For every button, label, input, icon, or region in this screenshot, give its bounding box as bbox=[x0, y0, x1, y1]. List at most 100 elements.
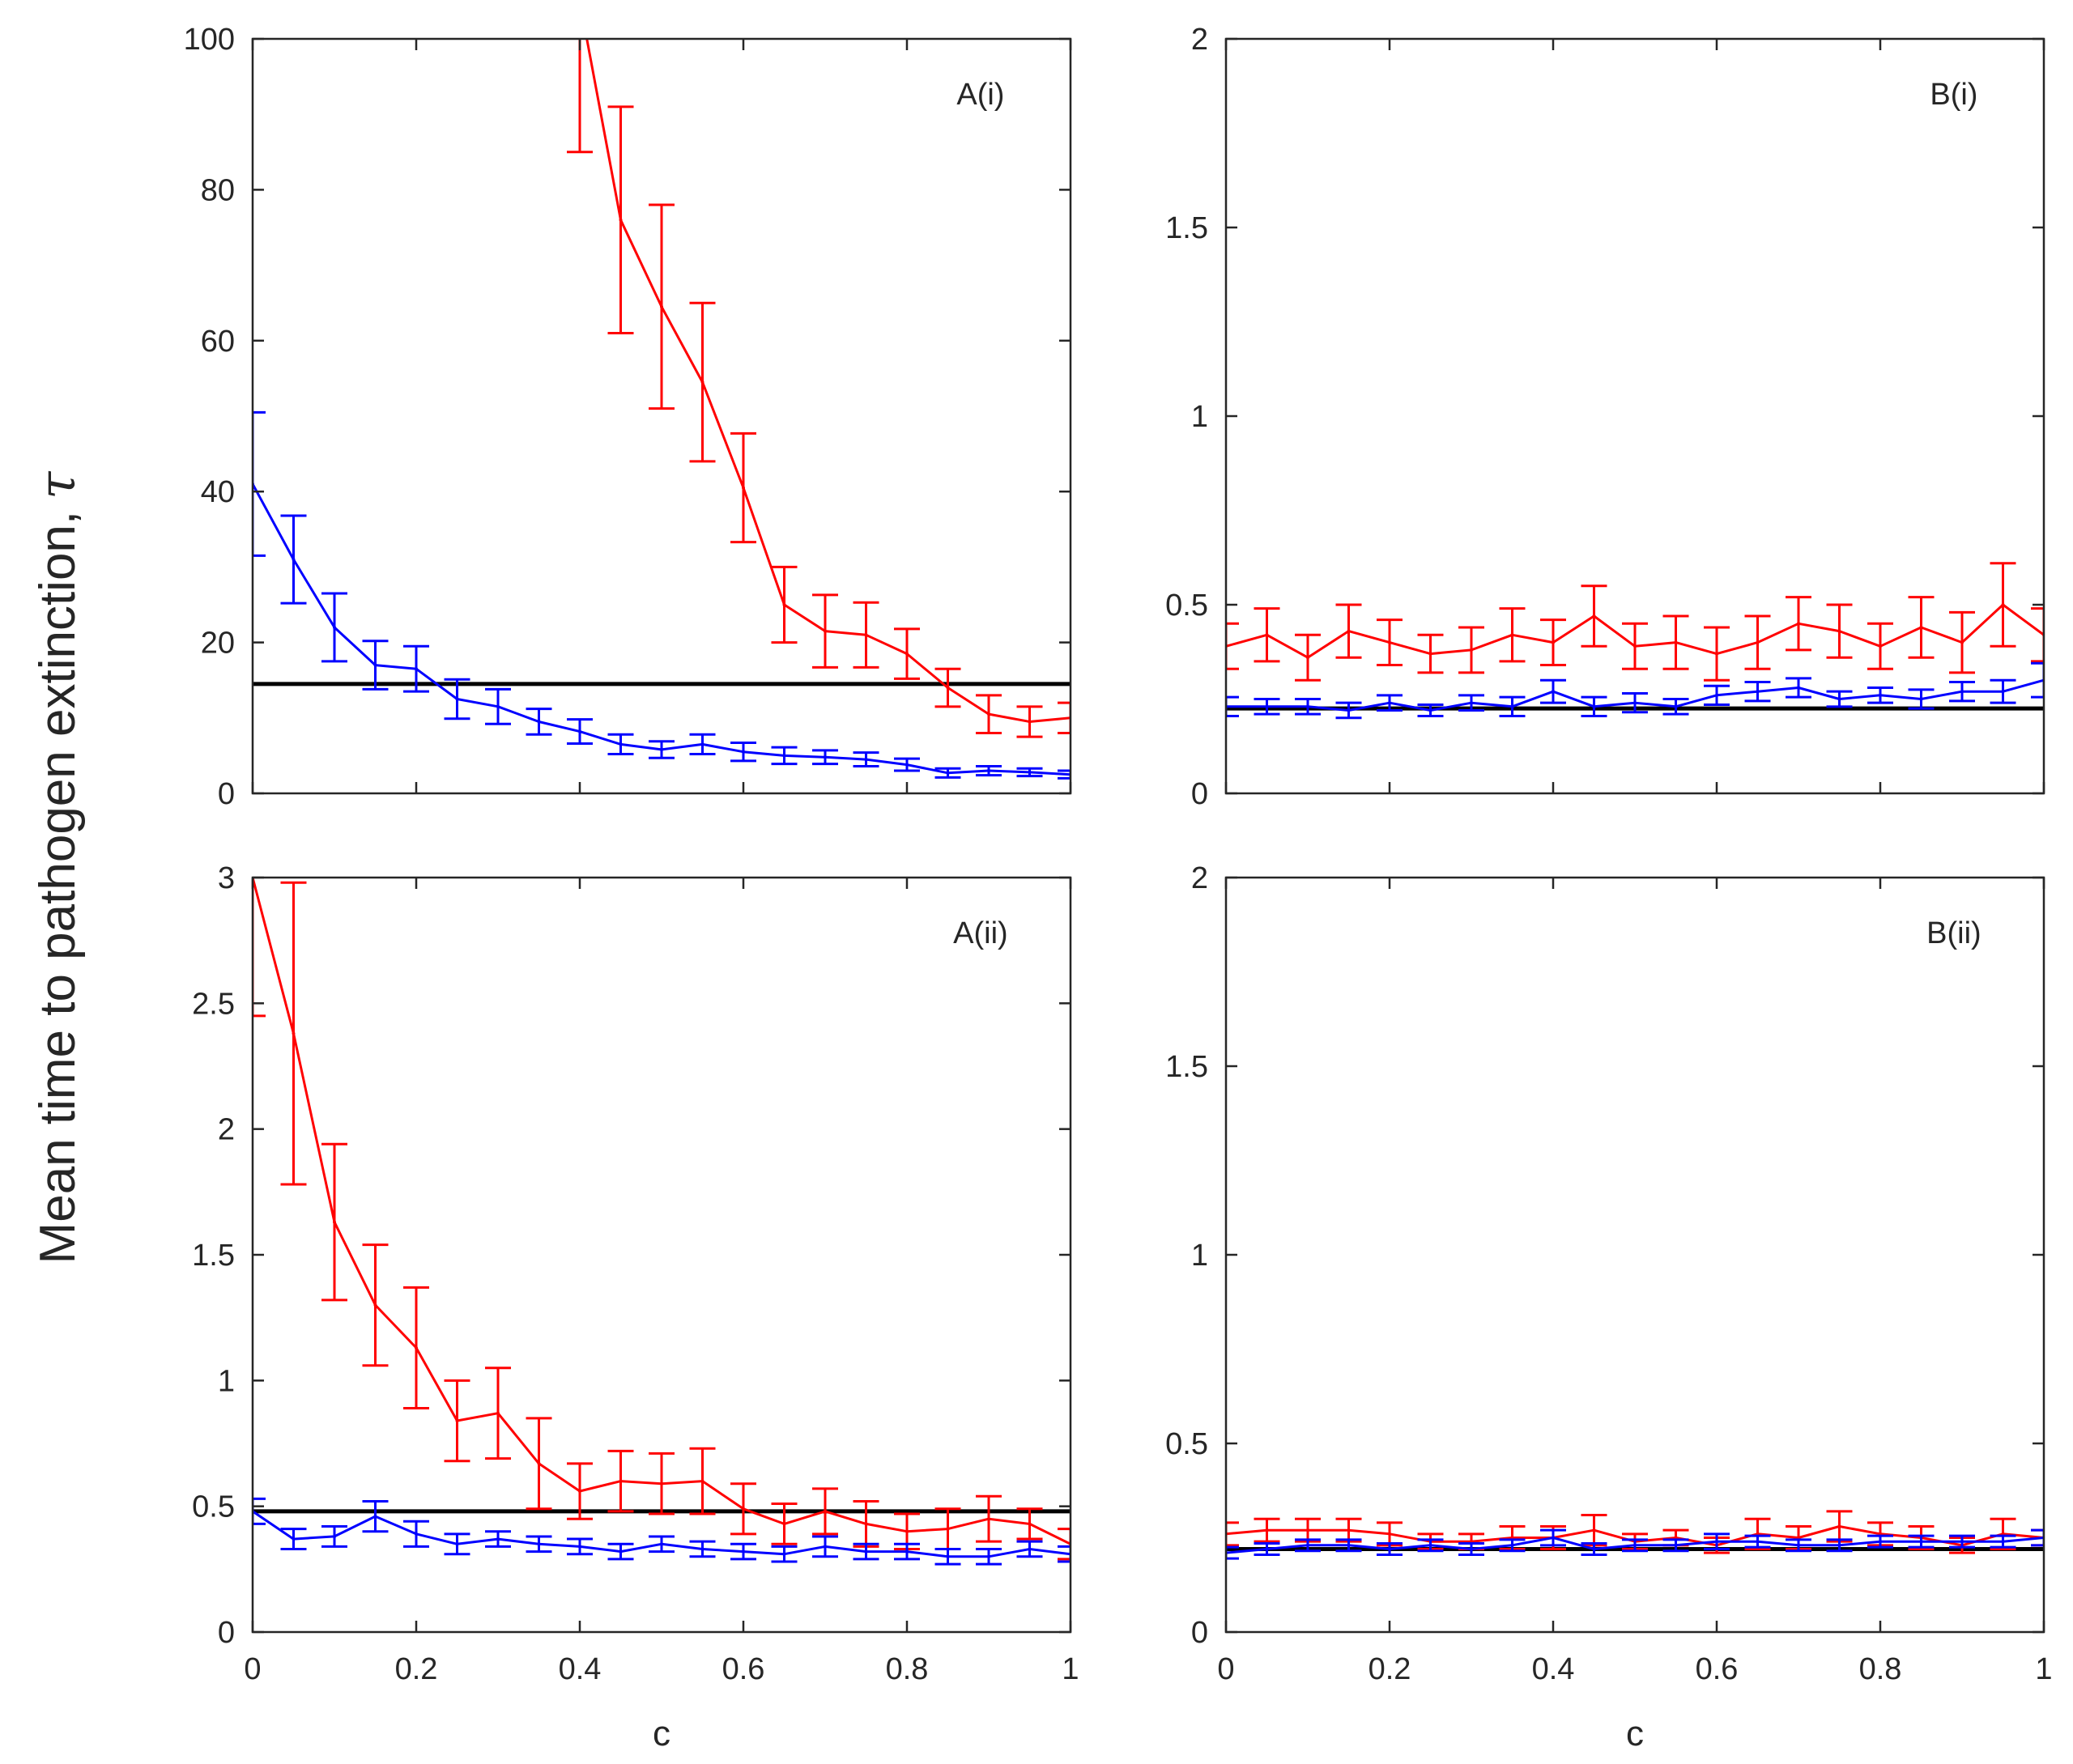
error-bar bbox=[321, 1525, 347, 1548]
data-point bbox=[1388, 1532, 1391, 1536]
data-point bbox=[537, 720, 541, 724]
error-bar bbox=[1499, 1538, 1526, 1553]
data-point bbox=[864, 758, 868, 762]
data-point bbox=[455, 1419, 459, 1423]
error-bar bbox=[1990, 562, 2016, 648]
data-point bbox=[1306, 656, 1309, 660]
error-bar bbox=[1704, 684, 1730, 706]
panel-label: B(ii) bbox=[1926, 916, 1981, 950]
data-point bbox=[1674, 640, 1678, 644]
data-point bbox=[1265, 704, 1269, 708]
panel-B-ii: 0 0.2 0.4 0.6 0.8 1 0 0.5 1 1.5 2 B(ii) c bbox=[1165, 861, 2052, 1753]
data-point bbox=[1674, 1543, 1678, 1547]
data-point bbox=[905, 652, 909, 656]
data-point bbox=[496, 1411, 500, 1415]
data-point bbox=[1265, 1547, 1269, 1551]
y-tick-label: 80 bbox=[201, 173, 235, 207]
figure-ylabel-symbol: τ bbox=[28, 470, 87, 499]
error-bar bbox=[1786, 596, 1811, 652]
error-bar bbox=[812, 1535, 838, 1558]
series-blue bbox=[1226, 661, 2044, 720]
error-bar bbox=[485, 1530, 511, 1548]
error-bar bbox=[689, 301, 716, 463]
error-bar bbox=[1377, 1541, 1403, 1556]
error-bar bbox=[1786, 1538, 1811, 1553]
data-point bbox=[537, 1461, 541, 1465]
error-bar bbox=[1458, 626, 1484, 674]
x-axis-label: c bbox=[1626, 1714, 1644, 1753]
data-point bbox=[946, 1554, 950, 1558]
error-bar bbox=[853, 751, 879, 767]
y-tick-label: 1.5 bbox=[1165, 1050, 1208, 1084]
data-point bbox=[1510, 633, 1514, 637]
error-bar bbox=[853, 1542, 879, 1561]
series-red bbox=[567, 39, 1071, 738]
data-point bbox=[619, 742, 623, 746]
data-point bbox=[1028, 1547, 1032, 1551]
data-point bbox=[1756, 690, 1760, 694]
error-bar bbox=[280, 881, 307, 1186]
data-point bbox=[1837, 1524, 1841, 1528]
error-bar bbox=[567, 1462, 593, 1520]
data-point bbox=[905, 763, 909, 767]
error-bar bbox=[894, 757, 920, 772]
error-bar bbox=[771, 1545, 798, 1563]
error-bar bbox=[771, 1503, 798, 1545]
data-point bbox=[1510, 1543, 1514, 1547]
data-point bbox=[1347, 1543, 1351, 1547]
error-bar bbox=[1662, 698, 1689, 716]
y-tick-label: 100 bbox=[184, 23, 235, 57]
data-point bbox=[496, 704, 500, 708]
error-bar bbox=[485, 687, 511, 725]
error-bar bbox=[1867, 1534, 1893, 1549]
x-tick-label: 1 bbox=[1062, 1652, 1079, 1686]
error-bar bbox=[321, 1142, 347, 1302]
data-point bbox=[1756, 1540, 1760, 1544]
data-point bbox=[415, 1532, 418, 1536]
data-point bbox=[1674, 704, 1678, 708]
data-point bbox=[333, 1534, 336, 1538]
error-bar bbox=[1540, 1528, 1566, 1547]
data-point bbox=[1633, 701, 1637, 705]
error-bar bbox=[976, 1547, 1002, 1566]
error-bar bbox=[812, 1487, 838, 1536]
data-point bbox=[946, 686, 950, 690]
error-bar bbox=[607, 733, 634, 756]
data-point bbox=[824, 755, 827, 759]
error-bar bbox=[976, 1494, 1002, 1543]
data-point bbox=[1470, 1547, 1473, 1551]
error-bar bbox=[485, 1367, 511, 1460]
error-bar bbox=[1826, 603, 1853, 659]
data-point bbox=[1592, 704, 1596, 708]
data-point bbox=[782, 603, 786, 606]
data-point bbox=[1715, 652, 1718, 656]
data-point bbox=[1552, 1536, 1555, 1540]
error-bar bbox=[1908, 596, 1935, 659]
data-point bbox=[987, 769, 990, 773]
error-bar bbox=[567, 718, 593, 745]
error-bar bbox=[1540, 618, 1566, 667]
data-point bbox=[700, 742, 704, 746]
error-bar bbox=[1826, 1538, 1853, 1553]
error-bar bbox=[607, 1449, 634, 1513]
error-bar bbox=[730, 742, 756, 763]
data-point bbox=[1715, 1540, 1718, 1544]
plot-area-B-ii bbox=[1226, 1510, 2044, 1560]
data-point bbox=[333, 625, 336, 629]
y-tick-label: 0 bbox=[1191, 1616, 1208, 1650]
error-bar bbox=[403, 644, 429, 693]
error-bar bbox=[362, 640, 389, 691]
data-point bbox=[578, 1545, 581, 1549]
error-bar bbox=[1295, 698, 1321, 716]
error-bar bbox=[362, 1243, 389, 1367]
error-bar bbox=[689, 1540, 716, 1558]
data-point bbox=[1960, 1540, 1964, 1544]
panel-label: A(i) bbox=[956, 78, 1004, 112]
x-tick-label: 0 bbox=[244, 1652, 261, 1686]
data-point bbox=[1633, 1543, 1637, 1547]
x-tick-label: 0.2 bbox=[1369, 1652, 1411, 1686]
data-point bbox=[987, 1517, 990, 1521]
data-point bbox=[333, 1220, 336, 1224]
data-point bbox=[1028, 1522, 1032, 1526]
axes-box bbox=[251, 37, 1072, 795]
